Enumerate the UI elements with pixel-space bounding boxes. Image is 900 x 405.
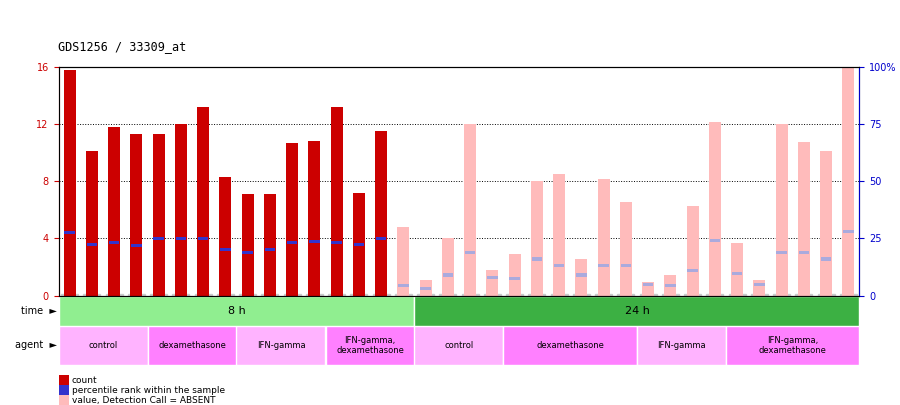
Bar <box>286 143 298 296</box>
Text: time  ►: time ► <box>21 306 57 316</box>
Bar <box>220 248 230 252</box>
Bar <box>821 258 832 260</box>
Bar <box>753 279 766 296</box>
Bar <box>503 326 637 364</box>
Bar <box>465 251 475 254</box>
Bar <box>242 251 253 254</box>
Bar <box>198 237 208 240</box>
Bar <box>375 131 387 296</box>
Bar <box>108 127 121 296</box>
Bar <box>621 264 631 267</box>
Text: 8 h: 8 h <box>228 306 246 316</box>
Bar <box>598 179 609 296</box>
Bar <box>220 177 231 296</box>
Bar <box>326 326 415 364</box>
Bar <box>58 326 148 364</box>
Text: IFN-gamma,
dexamethasone: IFN-gamma, dexamethasone <box>336 336 404 355</box>
Bar <box>419 279 432 296</box>
Text: agent  ►: agent ► <box>14 340 57 350</box>
Text: IFN-gamma,
dexamethasone: IFN-gamma, dexamethasone <box>759 336 827 355</box>
Bar <box>731 243 743 296</box>
Bar <box>265 248 275 252</box>
Bar <box>843 230 853 233</box>
Bar <box>643 283 653 286</box>
Bar <box>354 243 364 246</box>
Bar <box>575 259 588 296</box>
Text: GDS1256 / 33309_at: GDS1256 / 33309_at <box>58 40 187 53</box>
Bar <box>620 202 632 296</box>
Text: percentile rank within the sample: percentile rank within the sample <box>72 386 225 395</box>
Bar <box>464 124 476 296</box>
Bar <box>376 237 386 240</box>
Bar <box>331 241 342 244</box>
Bar <box>86 151 98 296</box>
Bar <box>509 277 520 280</box>
Bar <box>309 141 320 296</box>
Bar <box>330 107 343 296</box>
Bar <box>487 276 498 279</box>
Bar <box>241 194 254 296</box>
Bar <box>86 243 97 246</box>
Bar <box>842 67 854 296</box>
Bar <box>664 275 677 296</box>
Bar <box>153 237 164 240</box>
Text: dexamethasone: dexamethasone <box>536 341 604 350</box>
Bar <box>58 296 415 326</box>
Text: IFN-gamma: IFN-gamma <box>256 341 305 350</box>
Bar <box>732 272 742 275</box>
Bar <box>197 107 209 296</box>
Bar <box>777 251 787 254</box>
Bar <box>642 282 654 296</box>
Bar <box>420 287 431 290</box>
Text: dexamethasone: dexamethasone <box>158 341 226 350</box>
Bar <box>131 244 141 247</box>
Bar <box>130 134 142 296</box>
Bar <box>754 283 765 286</box>
Bar <box>148 326 237 364</box>
Bar <box>576 273 587 277</box>
Bar <box>310 240 320 243</box>
Bar <box>798 251 809 254</box>
Bar <box>776 124 788 296</box>
Text: control: control <box>445 341 473 350</box>
Bar <box>287 241 297 244</box>
Bar <box>443 273 453 277</box>
Bar <box>531 181 543 296</box>
Bar <box>637 326 726 364</box>
Bar <box>442 239 454 296</box>
Text: IFN-gamma: IFN-gamma <box>657 341 706 350</box>
Bar <box>398 284 409 287</box>
Bar <box>820 151 832 296</box>
Bar <box>598 264 608 267</box>
Bar <box>687 207 698 296</box>
Bar <box>64 70 76 296</box>
Bar <box>152 134 165 296</box>
Bar <box>65 231 75 234</box>
Bar <box>665 284 676 287</box>
Bar <box>554 264 564 267</box>
Text: count: count <box>72 376 97 385</box>
Bar <box>553 175 565 296</box>
Bar <box>532 258 542 260</box>
Bar <box>175 124 187 296</box>
Bar <box>353 193 365 296</box>
Bar <box>109 241 120 244</box>
Text: value, Detection Call = ABSENT: value, Detection Call = ABSENT <box>72 396 215 405</box>
Bar <box>486 271 499 296</box>
Bar <box>797 142 810 296</box>
Bar <box>688 269 698 272</box>
Bar <box>237 326 326 364</box>
Text: control: control <box>88 341 118 350</box>
Text: 24 h: 24 h <box>625 306 650 316</box>
Bar <box>415 326 503 364</box>
Bar <box>710 239 720 242</box>
Bar <box>397 227 410 296</box>
Bar <box>264 194 276 296</box>
Bar <box>508 254 521 296</box>
Bar <box>415 296 860 326</box>
Bar <box>176 237 186 240</box>
Bar <box>709 122 721 296</box>
Bar <box>726 326 860 364</box>
